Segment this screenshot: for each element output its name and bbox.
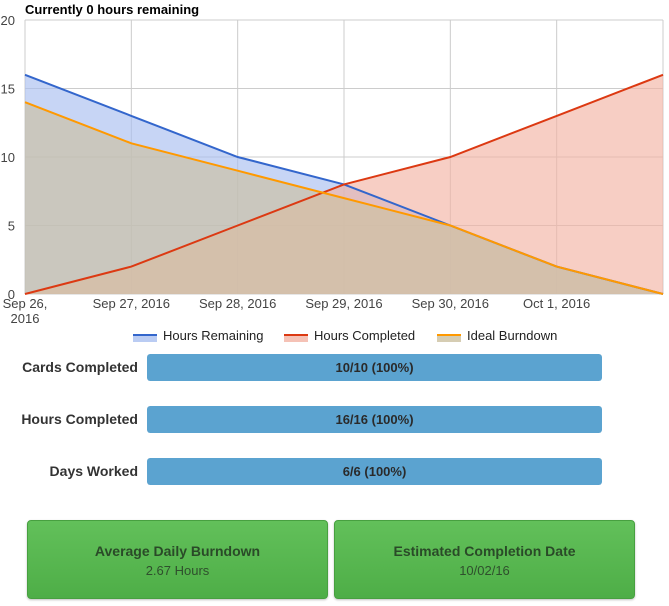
series-line-2 bbox=[24, 101, 664, 295]
average-burndown-value: 2.67 Hours bbox=[145, 563, 210, 578]
legend-item-2: Ideal Burndown bbox=[437, 328, 557, 343]
stat-label-days: Days Worked bbox=[49, 463, 138, 479]
progress-bar-cards: 10/10 (100%) bbox=[147, 354, 602, 381]
progress-fill-days bbox=[147, 458, 602, 485]
svg-text:Sep 27, 2016: Sep 27, 2016 bbox=[93, 296, 170, 311]
legend-item-1: Hours Completed bbox=[284, 328, 415, 343]
stat-label-cards: Cards Completed bbox=[22, 359, 138, 375]
x-tick-label-1: Sep 27, 2016 bbox=[93, 296, 170, 311]
y-tick-label-2: 10 bbox=[1, 150, 15, 165]
progress-fill-hours bbox=[147, 406, 602, 433]
series-line-1 bbox=[24, 73, 664, 295]
chart-title: Currently 0 hours remaining bbox=[25, 2, 199, 17]
svg-text:Hours Completed: Hours Completed bbox=[314, 328, 415, 343]
stat-row-days: Days Worked 6/6 (100%) bbox=[0, 458, 669, 486]
y-tick-label-1: 5 bbox=[8, 219, 15, 234]
progress-bar-hours: 16/16 (100%) bbox=[147, 406, 602, 433]
y-tick-label-3: 15 bbox=[1, 82, 15, 97]
progress-text-cards: 10/10 (100%) bbox=[335, 360, 414, 375]
burndown-chart: Currently 0 hours remaining 0 5 10 15 20 Sep 2… bbox=[1, 2, 664, 343]
progress-text-hours: 16/16 (100%) bbox=[335, 412, 414, 427]
svg-text:Oct 1, 2016: Oct 1, 2016 bbox=[523, 296, 590, 311]
completion-date-card[interactable]: Estimated Completion Date 10/02/16 bbox=[334, 520, 635, 599]
average-burndown-card[interactable]: Average Daily Burndown 2.67 Hours bbox=[27, 520, 328, 599]
svg-text:Hours Remaining: Hours Remaining bbox=[163, 328, 263, 343]
svg-text:Ideal Burndown: Ideal Burndown bbox=[467, 328, 557, 343]
progress-bar-days: 6/6 (100%) bbox=[147, 458, 602, 485]
legend-item-0: Hours Remaining bbox=[133, 328, 263, 343]
stat-label-hours: Hours Completed bbox=[21, 411, 138, 427]
svg-text:2016: 2016 bbox=[11, 311, 40, 326]
stat-row-cards: Cards Completed 10/10 (100%) bbox=[0, 354, 669, 382]
completion-date-value: 10/02/16 bbox=[459, 563, 510, 578]
svg-text:Sep 30, 2016: Sep 30, 2016 bbox=[412, 296, 489, 311]
x-tick-label-3: Sep 29, 2016 bbox=[305, 296, 382, 311]
y-tick-label-0: 0 bbox=[8, 287, 15, 302]
svg-text:Sep 26,: Sep 26, bbox=[3, 296, 48, 311]
x-tick-label-0: Sep 26,2016 bbox=[3, 296, 48, 326]
y-tick-label-4: 20 bbox=[1, 13, 15, 28]
svg-text:Sep 29, 2016: Sep 29, 2016 bbox=[305, 296, 382, 311]
average-burndown-title: Average Daily Burndown bbox=[94, 543, 261, 559]
svg-text:Sep 28, 2016: Sep 28, 2016 bbox=[199, 296, 276, 311]
progress-text-days: 6/6 (100%) bbox=[342, 464, 407, 479]
x-tick-label-5: Oct 1, 2016 bbox=[523, 296, 590, 311]
x-tick-label-2: Sep 28, 2016 bbox=[199, 296, 276, 311]
completion-date-title: Estimated Completion Date bbox=[393, 543, 576, 559]
stat-row-hours: Hours Completed 16/16 (100%) bbox=[0, 406, 669, 434]
x-tick-label-4: Sep 30, 2016 bbox=[412, 296, 489, 311]
progress-fill-cards bbox=[147, 354, 602, 381]
